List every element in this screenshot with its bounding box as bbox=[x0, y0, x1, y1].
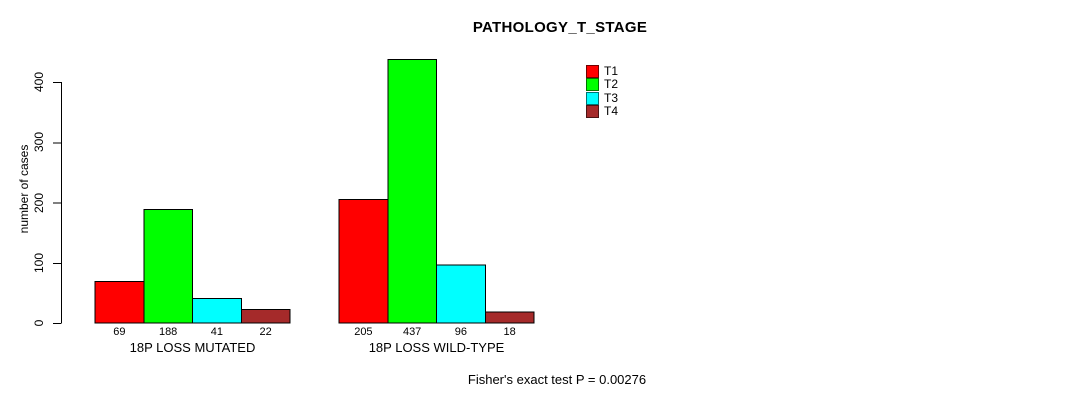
chart-title: PATHOLOGY_T_STAGE bbox=[472, 19, 648, 36]
bar-18p-loss-wild-type-t2 bbox=[387, 59, 437, 324]
bar-18p-loss-mutated-t4 bbox=[240, 309, 291, 324]
bar-18p-loss-mutated-t3 bbox=[192, 297, 242, 324]
bar-18p-loss-wild-type-t1 bbox=[338, 198, 389, 324]
bar-18p-loss-wild-type-t4 bbox=[484, 311, 535, 324]
bar-18p-loss-mutated-t1 bbox=[94, 280, 145, 324]
bar-18p-loss-wild-type-t3 bbox=[436, 264, 486, 324]
stat-annotation: Fisher's exact test P = 0.00276 bbox=[467, 372, 647, 387]
bar-18p-loss-mutated-t2 bbox=[143, 209, 193, 324]
